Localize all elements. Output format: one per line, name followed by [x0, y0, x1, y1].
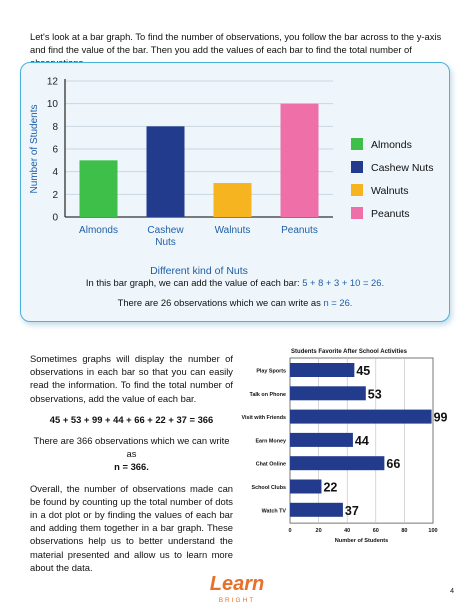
body-paragraph-2-bold: n = 366. — [114, 461, 149, 473]
data-label: 45 — [356, 364, 370, 378]
category-label: Watch TV — [262, 508, 287, 514]
x-tick-label: 40 — [344, 528, 350, 534]
y-tick-label: 10 — [47, 99, 59, 110]
x-tick-label: Walnuts — [215, 225, 251, 236]
activities-bar-chart: Students Favorite After School Activitie… — [241, 349, 448, 544]
x-tick-label: 0 — [288, 528, 291, 534]
legend-swatch — [351, 207, 363, 219]
y-tick-label: 2 — [52, 190, 58, 201]
bar-chat-online — [290, 456, 385, 471]
calc-line-2-text: There are 26 observations which we can w… — [117, 297, 324, 308]
x-tick-label: Nuts — [155, 237, 176, 248]
body-text: Sometimes graphs will display the number… — [30, 352, 233, 582]
category-label: School Clubs — [252, 485, 286, 491]
bar-earn-money — [290, 432, 353, 447]
data-label: 53 — [368, 387, 382, 401]
legend-swatch — [351, 161, 363, 173]
x-tick-label: 80 — [401, 528, 407, 534]
y-tick-label: 12 — [47, 77, 59, 88]
bar-visit-with-friends — [290, 409, 432, 424]
bar-walnuts — [213, 183, 252, 217]
calc-line-1: In this bar graph, we can add the value … — [21, 277, 449, 288]
x-tick-label: Peanuts — [281, 225, 318, 236]
bar-cashew-nuts — [146, 126, 185, 217]
legend-label: Cashew Nuts — [371, 162, 433, 174]
body-paragraph-1: Sometimes graphs will display the number… — [30, 353, 233, 404]
x-tick-label: 20 — [316, 528, 322, 534]
body-paragraph-2: There are 366 observations which we can … — [30, 434, 233, 474]
y-tick-label: 8 — [52, 122, 58, 133]
calc-line-1-expr: 5 + 8 + 3 + 10 = 26. — [302, 277, 385, 288]
calc-line-2: There are 26 observations which we can w… — [21, 297, 449, 308]
y-tick-label: 6 — [52, 145, 58, 156]
bar-play-sports — [290, 363, 355, 377]
data-label: 44 — [355, 434, 369, 448]
x-tick-label: 60 — [373, 528, 379, 534]
bar-peanuts — [280, 103, 319, 217]
bar-school-clubs — [290, 479, 322, 494]
calc-line-1-text: In this bar graph, we can add the value … — [85, 277, 303, 288]
category-label: Earn Money — [255, 438, 286, 444]
data-label: 37 — [345, 504, 359, 518]
category-label: Visit with Friends — [241, 415, 286, 421]
x-axis-title: Number of Students — [335, 538, 388, 544]
x-tick-label: Cashew — [147, 225, 184, 236]
y-axis-title: Number of Students — [29, 105, 40, 194]
activities-chart-title: Students Favorite After School Activitie… — [291, 349, 408, 355]
legend-swatch — [351, 184, 363, 196]
x-axis-title: Different kind of Nuts — [150, 265, 248, 277]
bar-watch-tv — [290, 502, 343, 517]
body-paragraph-3: Overall, the number of observations made… — [30, 482, 233, 573]
legend-label: Walnuts — [371, 185, 409, 197]
y-tick-label: 4 — [52, 167, 58, 178]
x-tick-label: 100 — [428, 528, 437, 534]
category-label: Chat Online — [256, 462, 286, 468]
logo-word-bright: BRIGHT — [219, 597, 256, 604]
legend-label: Peanuts — [371, 208, 410, 220]
category-label: Play Sports — [256, 369, 286, 375]
y-tick-label: 0 — [52, 213, 58, 224]
calc-line-2-expr: n = 26. — [323, 297, 353, 308]
category-label: Talk on Phone — [250, 392, 286, 398]
body-paragraph-2-text: There are 366 observations which we can … — [33, 435, 230, 460]
data-label: 66 — [386, 457, 400, 471]
learn-bright-logo: Learn BRIGHT — [210, 573, 264, 604]
sum-equation: 45 + 53 + 99 + 44 + 66 + 22 + 37 = 366 — [49, 413, 214, 425]
logo-word-learn: Learn — [210, 573, 264, 595]
bar-talk-on-phone — [290, 386, 366, 401]
bar-almonds — [79, 160, 118, 217]
data-label: 99 — [434, 411, 448, 425]
page-number: 4 — [450, 588, 454, 595]
data-label: 22 — [323, 481, 337, 495]
legend-label: Almonds — [371, 139, 412, 151]
x-tick-label: Almonds — [79, 225, 118, 236]
legend-swatch — [351, 138, 363, 150]
nuts-chart-panel: 0 2 4 6 8 10 12 Almonds Cashew Nuts Walnuts Peanuts… — [20, 62, 450, 322]
